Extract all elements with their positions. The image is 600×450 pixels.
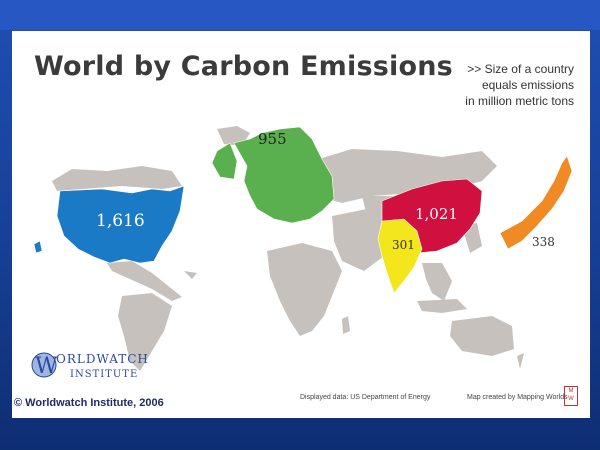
europe-region — [233, 126, 335, 224]
mapping-worlds-badge: M W — [564, 386, 578, 406]
south-america — [118, 293, 172, 371]
logo-line-2: INSTITUTE — [70, 369, 139, 380]
map-card: World by Carbon Emissions >> Size of a c… — [12, 31, 590, 418]
southeast-asia — [422, 263, 452, 301]
middle-east — [332, 209, 387, 271]
logo-line-1: ORLDWATCH — [56, 352, 149, 366]
logo-initial: W — [35, 354, 58, 379]
japan-region — [499, 155, 573, 250]
mexico-central-america — [107, 261, 182, 301]
australia — [450, 316, 514, 356]
india-value-label: 301 — [392, 238, 415, 252]
map-credit-text: Map created by Mapping Worlds — [467, 394, 568, 401]
usa-region — [56, 185, 185, 264]
cartogram-map: 1,616 955 1,021 301 338 — [33, 126, 573, 371]
map-caption: >> Size of a country equals emissions in… — [404, 61, 574, 109]
caribbean — [184, 271, 197, 279]
worldwatch-logo: W ORLDWATCH INSTITUTE — [30, 349, 150, 383]
indonesia — [417, 299, 467, 313]
alaska-region — [33, 240, 43, 254]
africa — [267, 243, 342, 336]
map-title: World by Carbon Emissions — [34, 51, 453, 82]
europe-value-label: 955 — [258, 130, 287, 148]
madagascar — [342, 316, 350, 334]
china-value-label: 1,021 — [415, 205, 458, 223]
caption-line-1: >> Size of a country — [467, 62, 574, 76]
copyright-text: © Worldwatch Institute, 2006 — [14, 397, 164, 409]
japan-value-label: 338 — [532, 235, 555, 249]
caption-line-3: in million metric tons — [465, 94, 574, 108]
data-source-text: Displayed data: US Department of Energy — [300, 394, 431, 401]
india-region — [377, 218, 423, 294]
canada-region — [52, 166, 182, 191]
russia-region — [312, 149, 497, 203]
new-zealand — [517, 353, 524, 369]
usa-value-label: 1,616 — [96, 211, 145, 231]
worldwatch-globe-icon: W — [31, 352, 58, 379]
uk-region — [211, 142, 238, 180]
caption-line-2: equals emissions — [481, 78, 574, 92]
slide-top-band — [0, 0, 600, 30]
